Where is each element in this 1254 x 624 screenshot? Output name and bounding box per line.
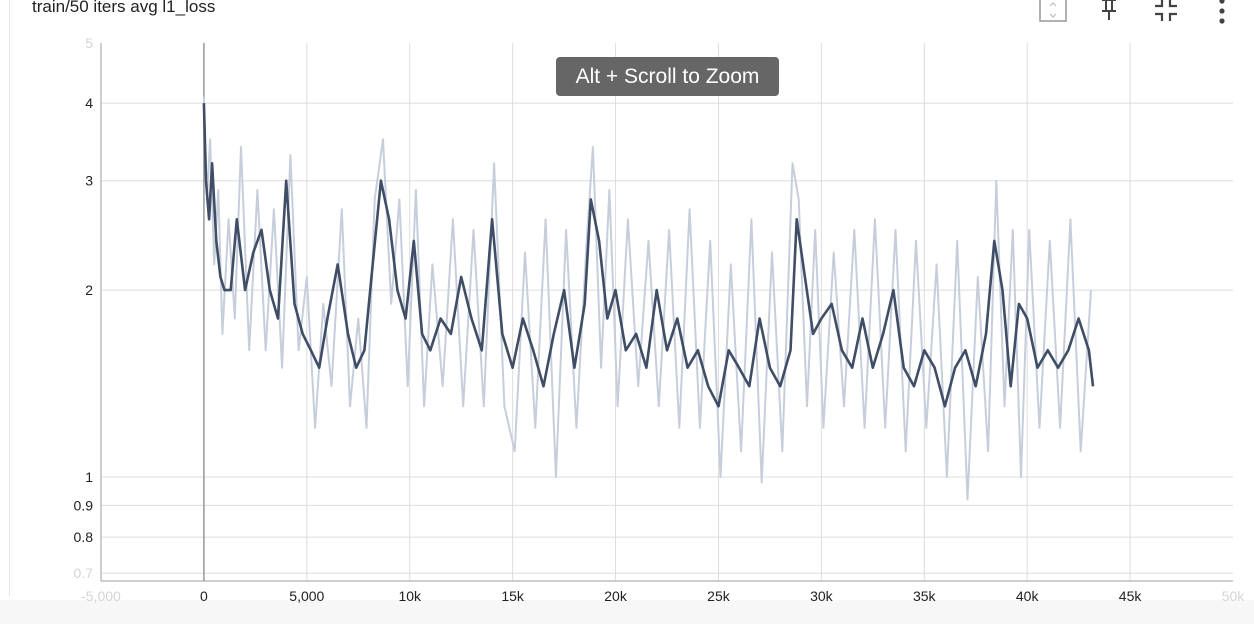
more-vert-icon bbox=[1219, 0, 1225, 24]
card-bottom-band bbox=[0, 600, 1254, 624]
pin-button[interactable] bbox=[1091, 0, 1127, 24]
tick-labels: -5,000 0 5,000 10k 15k 20k 25k 30k 35k 40k 45k 50k 0… bbox=[74, 35, 1246, 604]
zoom-hint-tooltip: Alt + Scroll to Zoom bbox=[556, 57, 779, 96]
y-tick-label: 0.8 bbox=[74, 529, 94, 545]
collapse-button[interactable] bbox=[1148, 0, 1184, 24]
raw-series-line bbox=[202, 96, 1092, 501]
x-tick-label: 10k bbox=[398, 588, 422, 604]
x-tick-label: 15k bbox=[501, 588, 525, 604]
x-tick-label: 20k bbox=[604, 588, 628, 604]
smoothed-series-line bbox=[202, 103, 1095, 408]
y-tick-label: 1 bbox=[85, 469, 93, 485]
y-tick-label: 0.7 bbox=[74, 565, 94, 581]
pin-icon bbox=[1102, 0, 1116, 20]
grid-lines bbox=[101, 43, 1233, 581]
y-tick-label: 0.9 bbox=[74, 497, 94, 513]
x-tick-label: 30k bbox=[810, 588, 834, 604]
y-tick-label: 2 bbox=[85, 282, 93, 298]
fit-domain-icon bbox=[1039, 0, 1067, 22]
x-tick-label: 0 bbox=[200, 588, 208, 604]
x-tick-label: 25k bbox=[707, 588, 731, 604]
chart-title: train/50 iters avg l1_loss bbox=[32, 0, 216, 16]
y-tick-label: 4 bbox=[85, 95, 93, 111]
x-tick-label: 45k bbox=[1119, 588, 1143, 604]
x-tick-label: 5,000 bbox=[289, 588, 324, 604]
y-tick-label: 3 bbox=[85, 173, 93, 189]
x-tick-label: -5,000 bbox=[81, 588, 121, 604]
fit-domain-button[interactable] bbox=[1035, 0, 1071, 24]
x-tick-label: 50k bbox=[1222, 588, 1246, 604]
more-options-button[interactable] bbox=[1204, 0, 1240, 24]
x-tick-label: 40k bbox=[1016, 588, 1040, 604]
y-tick-label: 5 bbox=[85, 35, 93, 51]
collapse-icon bbox=[1155, 0, 1177, 21]
chart-axes bbox=[100, 43, 1233, 582]
x-tick-label: 35k bbox=[913, 588, 937, 604]
card-left-border bbox=[9, 0, 10, 596]
series-lines bbox=[202, 96, 1095, 501]
